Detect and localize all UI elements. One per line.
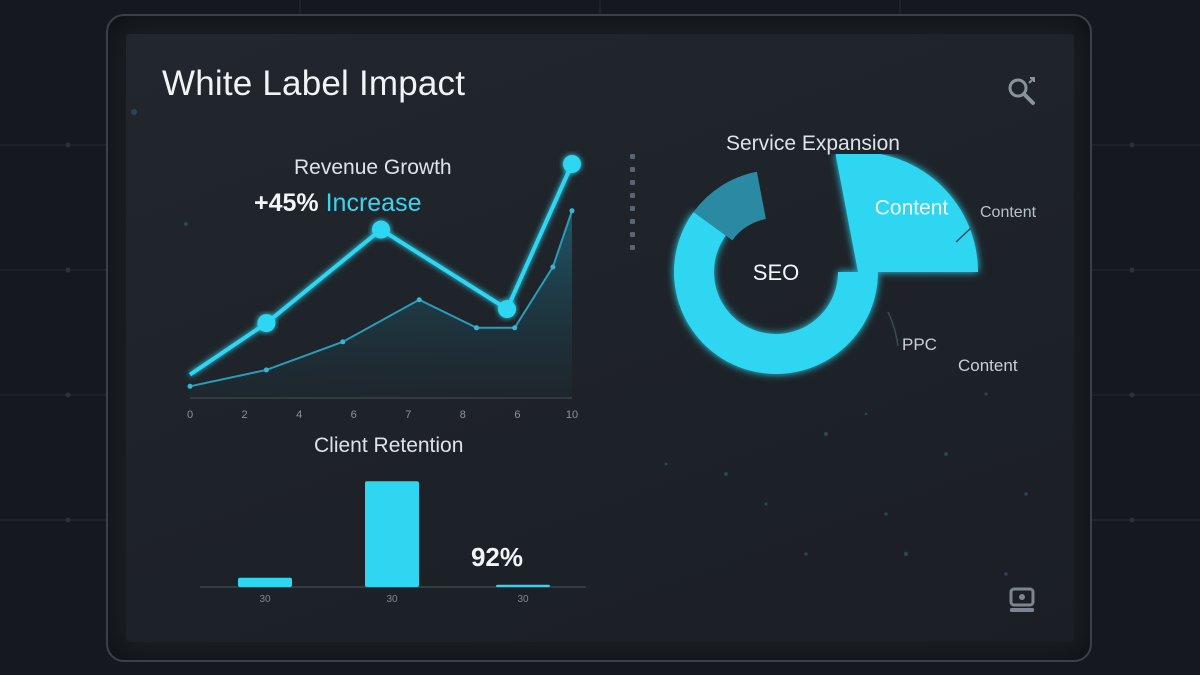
service-donut-chart: Content SEO Content PPC Content xyxy=(674,154,1037,375)
x-tick-label: 2 xyxy=(242,409,248,421)
series-2-point xyxy=(512,325,518,331)
pie-slice-content xyxy=(835,154,978,272)
callout-label: Content xyxy=(958,356,1018,375)
growth-word: Increase xyxy=(325,189,422,217)
pie-slice-seo xyxy=(674,212,878,375)
x-tick-label: 6 xyxy=(351,409,357,421)
slice-label: Content xyxy=(875,196,949,219)
revenue-growth-stat: +45% Increase xyxy=(254,189,421,218)
retention-bar xyxy=(496,584,550,587)
retention-chart-title: Client Retention xyxy=(314,434,464,457)
series-2-point xyxy=(187,383,193,389)
divider-dots xyxy=(630,154,636,258)
search-icon xyxy=(1008,77,1035,105)
retention-bar xyxy=(238,577,292,587)
retention-annotation: 92% xyxy=(471,542,523,572)
x-tick-label: 4 xyxy=(296,409,302,421)
revenue-chart-title: Revenue Growth xyxy=(294,156,452,179)
retention-bar xyxy=(365,481,419,587)
search-button[interactable] xyxy=(1002,70,1042,110)
particle-background xyxy=(131,109,1028,576)
series-2-point xyxy=(474,325,479,331)
series-2-area xyxy=(190,210,572,398)
series-2-point xyxy=(263,367,269,373)
callout-label: Content xyxy=(980,204,1037,221)
device-icon xyxy=(1009,587,1035,612)
service-chart-title: Service Expansion xyxy=(726,132,900,155)
dashboard-screen: White Label Impact Revenue Growth +45% I… xyxy=(126,34,1074,642)
series-2-point xyxy=(569,208,575,214)
series-1-point xyxy=(498,300,517,319)
callout-line xyxy=(887,311,899,347)
series-1-point xyxy=(257,314,276,333)
bar-category-label: 30 xyxy=(386,594,398,605)
x-tick-label: 10 xyxy=(566,409,578,421)
device-button[interactable] xyxy=(1002,580,1042,620)
bar-category-label: 30 xyxy=(259,594,271,605)
callout-label: PPC xyxy=(902,335,937,354)
bar-category-label: 30 xyxy=(517,594,529,605)
x-tick-label: 0 xyxy=(187,409,193,421)
page-title: White Label Impact xyxy=(162,64,466,103)
series-2-point xyxy=(550,264,556,270)
donut-center-label: SEO xyxy=(753,260,799,285)
callout-line xyxy=(955,227,972,243)
growth-percent: +45% xyxy=(254,189,319,217)
x-tick-label: 6 xyxy=(514,409,520,421)
series-2-line xyxy=(189,210,573,388)
x-tick-label: 7 xyxy=(405,409,411,421)
series-2-point xyxy=(340,339,346,345)
x-tick-label: 8 xyxy=(460,409,466,421)
retention-bar-chart: 30 30 30 92% xyxy=(200,481,586,605)
pie-slice-ppc xyxy=(693,171,766,241)
series-1-point xyxy=(372,220,390,239)
series-2-point xyxy=(416,297,422,303)
revenue-line-chart: 0 2 4 6 7 8 6 10 xyxy=(187,155,581,421)
series-1-point xyxy=(563,155,581,173)
